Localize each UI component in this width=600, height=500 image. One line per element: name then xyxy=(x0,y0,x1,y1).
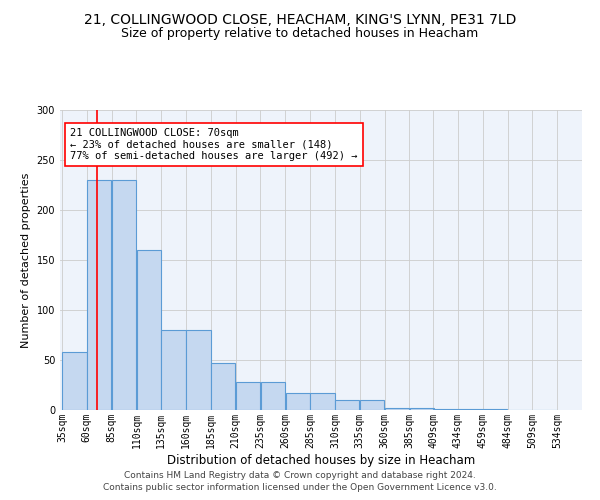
Text: Size of property relative to detached houses in Heacham: Size of property relative to detached ho… xyxy=(121,28,479,40)
Bar xyxy=(483,409,508,410)
Bar xyxy=(360,400,384,410)
Bar xyxy=(186,330,211,410)
Text: 21, COLLINGWOOD CLOSE, HEACHAM, KING'S LYNN, PE31 7LD: 21, COLLINGWOOD CLOSE, HEACHAM, KING'S L… xyxy=(84,12,516,26)
Bar xyxy=(433,409,458,410)
Bar xyxy=(410,408,434,410)
Bar xyxy=(385,408,409,410)
Bar xyxy=(211,363,235,410)
Bar xyxy=(310,393,335,410)
Bar xyxy=(161,330,186,410)
Text: 21 COLLINGWOOD CLOSE: 70sqm
← 23% of detached houses are smaller (148)
77% of se: 21 COLLINGWOOD CLOSE: 70sqm ← 23% of det… xyxy=(70,128,358,161)
Bar xyxy=(87,180,112,410)
Text: Contains HM Land Registry data © Crown copyright and database right 2024.: Contains HM Land Registry data © Crown c… xyxy=(124,471,476,480)
Bar xyxy=(335,400,359,410)
Bar xyxy=(286,393,310,410)
Bar xyxy=(261,382,285,410)
Bar xyxy=(62,352,86,410)
Bar xyxy=(236,382,260,410)
Bar xyxy=(112,180,136,410)
X-axis label: Distribution of detached houses by size in Heacham: Distribution of detached houses by size … xyxy=(167,454,475,466)
Bar xyxy=(458,409,482,410)
Bar xyxy=(137,250,161,410)
Y-axis label: Number of detached properties: Number of detached properties xyxy=(21,172,31,348)
Text: Contains public sector information licensed under the Open Government Licence v3: Contains public sector information licen… xyxy=(103,484,497,492)
